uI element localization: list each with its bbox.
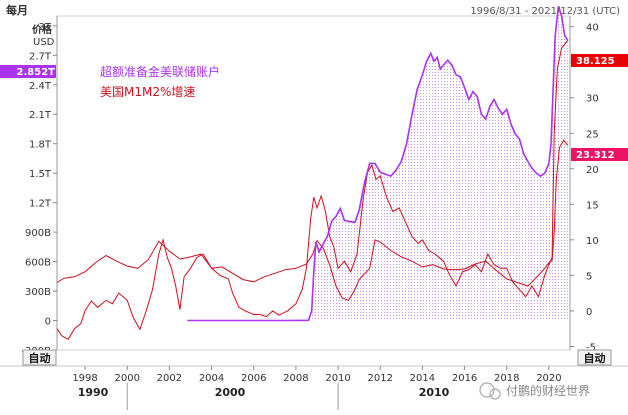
right-tick-label: 25 (586, 129, 599, 140)
x-tick-label: 2010 (325, 373, 350, 384)
right-tick-label: 0 (586, 307, 592, 318)
badge-m1-last-text: 38.125 (576, 56, 615, 67)
frequency-label: 每月 (6, 3, 28, 17)
x-axis-ticks: 1998 2000 2002 2004 2006 2008 2010 2012 2014 2016… (0, 365, 628, 410)
decade-label: 2000 (215, 386, 246, 399)
right-tick-label: 15 (586, 200, 599, 211)
left-tick-label: 1.5T (29, 169, 52, 180)
auto-left-label: 自动 (29, 351, 51, 365)
right-axis-ticks: 4035302520151050-5 (570, 23, 599, 353)
badge-reserves-last (0, 65, 56, 78)
badge-reserves-last-text: 2.852T (17, 67, 56, 78)
decade-label: 2010 (419, 386, 450, 399)
right-tick-label: 30 (586, 94, 599, 105)
x-tick-label: 2016 (452, 373, 477, 384)
left-tick-label: 2.4T (29, 81, 52, 92)
left-tick-label: 900B (25, 228, 51, 239)
x-tick-label: 2004 (199, 373, 224, 384)
line-m1-growth (56, 39, 569, 340)
auto-scale-right-button[interactable]: 自动 (577, 349, 612, 366)
legend-m1m2: 美国M1M2%增速 (100, 85, 195, 99)
x-tick-label: 2002 (157, 373, 182, 384)
x-tick-label: 1998 (72, 373, 97, 384)
watermark-text: 付鹏的财经世界 (506, 383, 590, 398)
x-tick-label: 2018 (494, 373, 519, 384)
wechat-icon-small (489, 388, 501, 400)
reserves-dotted-area (187, 6, 568, 321)
right-tick-label: -5 (586, 342, 596, 353)
last-value-badges: 2.852T 38.125 23.312 (0, 54, 628, 161)
unit-label-currency: USD (33, 37, 55, 48)
auto-right-label: 自动 (584, 351, 606, 365)
left-tick-label: 3T (39, 22, 52, 33)
legend-reserves: 超额准备金美联储账户 (100, 64, 220, 79)
date-range-label: 1996/8/31 - 2021/12/31 (UTC) (470, 6, 620, 17)
decade-label: 1990 (78, 386, 109, 399)
wechat-icon (479, 382, 495, 398)
left-tick-label: 2.1T (29, 110, 52, 121)
badge-m2-last-text: 23.312 (576, 150, 615, 161)
x-tick-label: 2020 (536, 373, 561, 384)
left-tick-label: 1.2T (29, 199, 52, 210)
badge-m1-last (571, 54, 628, 67)
right-tick-label: 40 (586, 23, 599, 34)
right-tick-label: 5 (586, 271, 592, 282)
right-tick-label: 10 (586, 236, 599, 247)
left-tick-label: 2.7T (29, 51, 52, 62)
x-tick-label: 2012 (368, 373, 393, 384)
x-tick-label: 2000 (114, 373, 139, 384)
left-tick-label: 0 (45, 317, 51, 328)
unit-label-price: 价格 (32, 23, 53, 36)
badge-m2-last (571, 148, 628, 161)
reserves-area-fill (187, 6, 568, 321)
left-tick-label: 1.8T (29, 140, 52, 151)
line-excess-reserves (187, 5, 569, 322)
left-tick-label: 300B (25, 287, 51, 298)
left-tick-label: 600B (25, 258, 51, 269)
series-lines (56, 5, 569, 340)
watermark: 付鹏的财经世界 (479, 382, 590, 400)
line-m2-growth (56, 139, 569, 301)
auto-scale-left-button[interactable]: 自动 (22, 349, 57, 366)
right-tick-label: 20 (586, 165, 599, 176)
x-tick-label: 2014 (410, 373, 435, 384)
x-tick-label: 2008 (283, 373, 308, 384)
x-tick-label: 2006 (241, 373, 266, 384)
